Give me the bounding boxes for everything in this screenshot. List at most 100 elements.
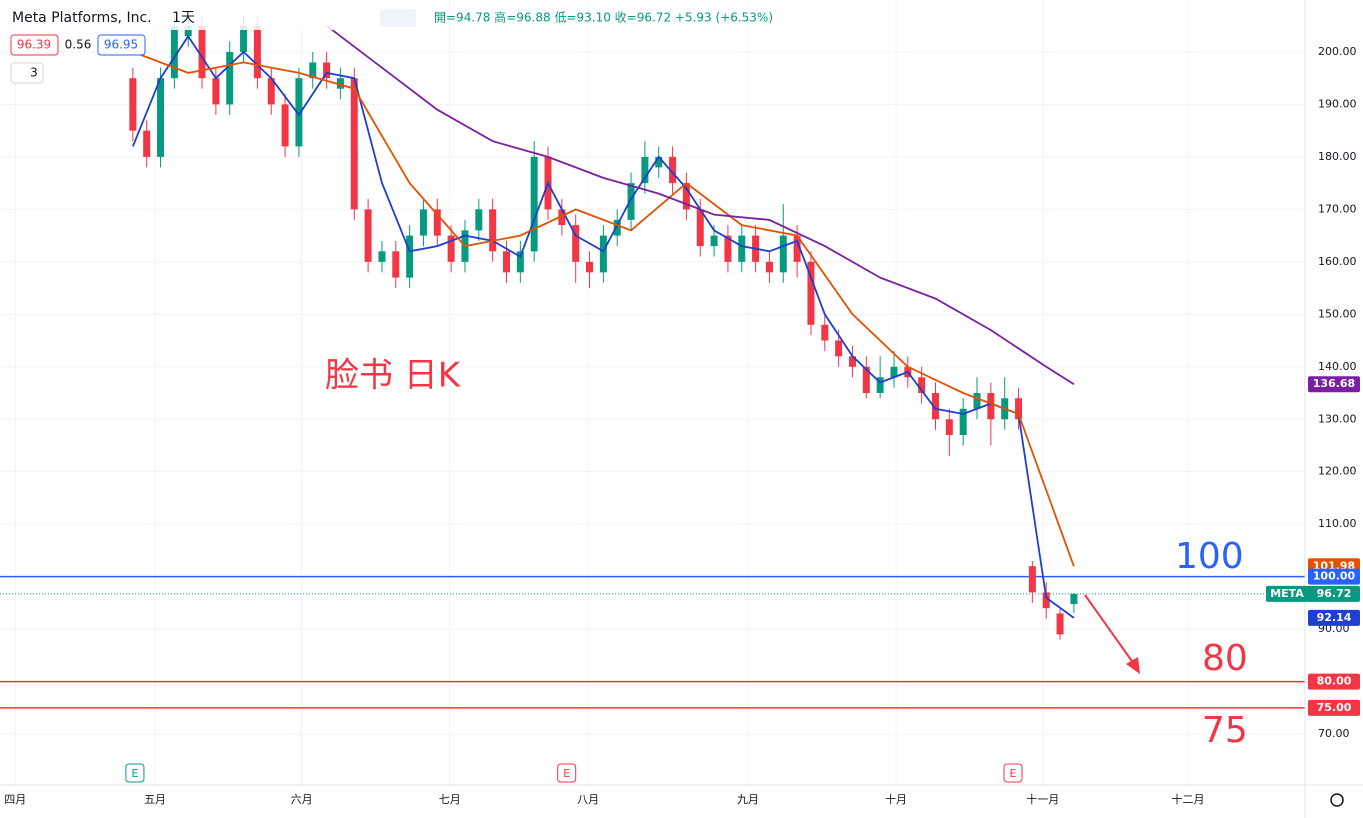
candle-body bbox=[1056, 613, 1064, 635]
plot-area bbox=[0, 0, 1305, 785]
candle-body bbox=[586, 261, 594, 273]
price-tag-label: 96.72 bbox=[1317, 587, 1352, 600]
quantity: 3 bbox=[30, 66, 38, 80]
arrow bbox=[1084, 594, 1135, 665]
candle-body bbox=[198, 25, 206, 79]
annotation: 80 bbox=[1202, 638, 1248, 679]
candle-body bbox=[212, 78, 220, 105]
candle-body bbox=[890, 366, 898, 378]
candle-body bbox=[516, 251, 524, 273]
ask-box[interactable] bbox=[97, 34, 146, 56]
spread: 0.56 bbox=[65, 38, 92, 52]
candle-body bbox=[530, 156, 538, 252]
x-tick-label: 六月 bbox=[291, 793, 313, 806]
candle-body bbox=[419, 209, 427, 236]
candle-body bbox=[295, 78, 303, 147]
candle-body bbox=[157, 78, 165, 157]
candle-body bbox=[184, 25, 192, 37]
annotation: 100 bbox=[1175, 536, 1244, 577]
candle-body bbox=[682, 183, 690, 210]
candle-body bbox=[281, 104, 289, 147]
annotation: 75 bbox=[1202, 710, 1248, 751]
candle-body bbox=[1042, 592, 1050, 609]
price-tag bbox=[1308, 568, 1360, 585]
candle-body bbox=[599, 235, 607, 273]
x-tick-label: 十月 bbox=[885, 792, 907, 806]
toggle[interactable] bbox=[380, 9, 416, 27]
candle-body bbox=[959, 408, 967, 436]
candle-body bbox=[987, 393, 995, 420]
candle-body bbox=[170, 25, 178, 79]
candle-body bbox=[447, 235, 455, 262]
candle-body bbox=[932, 393, 940, 420]
candle-body bbox=[641, 156, 649, 184]
price-tag bbox=[1266, 585, 1360, 602]
y-tick-label: 160.00 bbox=[1318, 255, 1357, 268]
candle-body bbox=[378, 251, 386, 262]
candle-body bbox=[350, 78, 358, 210]
price-tag bbox=[1308, 376, 1360, 393]
bid: 96.39 bbox=[17, 38, 51, 52]
x-tick-label: 七月 bbox=[439, 793, 461, 806]
quantity-box[interactable] bbox=[10, 62, 44, 84]
earnings-label: E bbox=[563, 767, 570, 780]
header-bg bbox=[0, 0, 420, 30]
earnings-label: E bbox=[1010, 767, 1017, 780]
settings-icon[interactable] bbox=[1330, 793, 1344, 807]
candle-body bbox=[724, 235, 732, 262]
candle-body bbox=[129, 78, 137, 131]
earnings-label: E bbox=[131, 767, 138, 780]
x-tick-label: 十一月 bbox=[1026, 792, 1059, 806]
y-tick-label: 110.00 bbox=[1318, 517, 1357, 530]
candle-body bbox=[862, 366, 870, 394]
candle-body bbox=[558, 209, 566, 226]
candle-body bbox=[793, 235, 801, 262]
x-tick-label: 五月 bbox=[144, 793, 166, 806]
y-tick-label: 70.00 bbox=[1318, 727, 1350, 740]
ask: 96.95 bbox=[104, 38, 138, 52]
candle-body bbox=[240, 25, 248, 52]
price-tag-label: 92.14 bbox=[1317, 611, 1352, 624]
y-tick-label: 120.00 bbox=[1318, 465, 1357, 478]
candle-body bbox=[475, 209, 483, 231]
candle-body bbox=[765, 261, 773, 273]
moving-average bbox=[326, 24, 1075, 385]
moving-average bbox=[132, 51, 1075, 567]
y-tick-label: 140.00 bbox=[1318, 360, 1357, 373]
candle-body bbox=[406, 235, 414, 278]
candle-body bbox=[253, 25, 261, 79]
candle-body bbox=[848, 356, 856, 367]
y-tick-label: 130.00 bbox=[1318, 412, 1357, 425]
price-tag bbox=[1308, 699, 1360, 716]
candle-body bbox=[336, 78, 344, 89]
bid-box[interactable] bbox=[10, 34, 59, 56]
candle-body bbox=[433, 209, 441, 236]
candle-body bbox=[323, 62, 331, 79]
x-tick-label: 四月 bbox=[4, 793, 26, 806]
x-tick-label: 十二月 bbox=[1172, 792, 1205, 806]
arrow-head bbox=[1126, 657, 1140, 674]
candle-body bbox=[738, 235, 746, 262]
candle-body bbox=[779, 235, 787, 273]
candle-body bbox=[835, 340, 843, 357]
candle-body bbox=[807, 261, 815, 325]
y-tick-label: 190.00 bbox=[1318, 97, 1357, 110]
candle-body bbox=[267, 78, 275, 105]
earnings-marker bbox=[557, 763, 577, 783]
candle-body bbox=[226, 51, 234, 105]
candle-body bbox=[945, 419, 953, 436]
price-tag bbox=[1308, 609, 1360, 626]
candle-body bbox=[669, 156, 677, 184]
x-tick-label: 八月 bbox=[577, 793, 599, 806]
ohlc: 開=94.78 高=96.88 低=93.10 收=96.72 +5.93 (+… bbox=[434, 10, 773, 25]
candle-body bbox=[1015, 398, 1023, 420]
candle-body bbox=[918, 377, 926, 394]
earnings-marker bbox=[1003, 763, 1023, 783]
earnings-marker bbox=[125, 763, 145, 783]
price-tag-label: 100.00 bbox=[1313, 570, 1356, 583]
x-tick-label: 九月 bbox=[737, 793, 759, 806]
candle-body bbox=[1028, 566, 1036, 593]
symbol: Meta Platforms, Inc. bbox=[12, 10, 152, 26]
